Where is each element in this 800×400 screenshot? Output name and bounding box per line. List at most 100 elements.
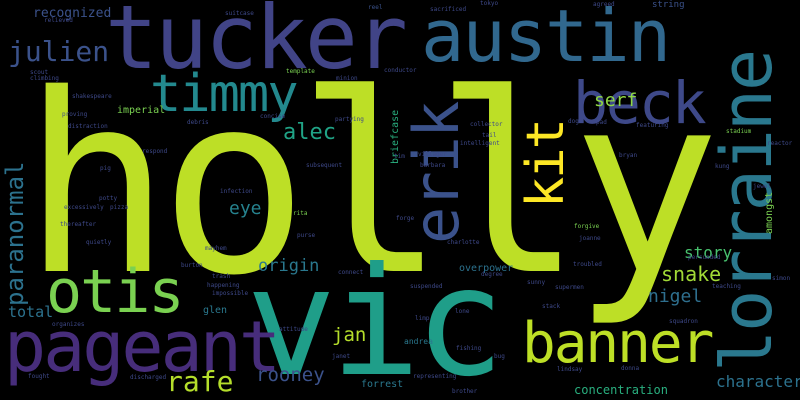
word-janet: janet [332, 353, 351, 360]
word-attitude: attitude [279, 326, 308, 333]
word-overpower: overpower [459, 263, 514, 274]
word-distraction: distraction [68, 123, 108, 130]
word-vic: vic [246, 236, 505, 400]
word-paranormal: paranormal [1, 161, 29, 307]
word-imperial: imperial [117, 105, 166, 116]
word-serf: serf [594, 90, 638, 111]
word-burton: burton [181, 262, 203, 269]
word-conductor: conductor [384, 67, 417, 74]
word-jan: jan [332, 324, 367, 346]
word-charlotte: charlotte [447, 239, 480, 246]
word-trash: trash [212, 273, 231, 280]
word-nigel: nigel [648, 286, 703, 307]
word-stack: stack [542, 303, 561, 310]
word-tucker: tucker [105, 0, 408, 89]
word-rafe: rafe [166, 365, 234, 398]
word-sacrificed: sacrificed [430, 6, 467, 13]
word-impossible: impossible [212, 290, 249, 297]
word-proving: proving [62, 111, 88, 118]
word-partying: partying [335, 116, 364, 123]
word-andrea: andrea [404, 337, 433, 346]
word-forgive: forgive [574, 223, 600, 230]
word-banner: banner [522, 311, 714, 376]
word-fishing: fishing [456, 345, 482, 352]
word-supermen: supermen [555, 284, 584, 291]
word-bryan: bryan [619, 152, 638, 159]
word-otis: otis [46, 257, 184, 327]
word-brother: brother [452, 388, 478, 395]
word-origin: origin [258, 256, 320, 276]
word-pad: pad [596, 119, 607, 126]
word-lone: lone [455, 308, 470, 315]
word-thereafter: thereafter [60, 221, 97, 228]
word-happening: happening [207, 282, 240, 289]
word-minion: minion [336, 75, 358, 82]
word-glen: glen [203, 305, 228, 316]
word-dog: dog [568, 118, 579, 125]
word-lindsay: lindsay [557, 366, 583, 373]
word-recognized: recognized [33, 6, 112, 21]
word-persuaded: persuaded [688, 254, 721, 261]
word-concise: concise [260, 113, 286, 120]
word-potty: potty [99, 195, 118, 202]
word-respond: respond [142, 148, 168, 155]
word-relieved: relieved [44, 17, 73, 24]
word-stadium: stadium [726, 128, 752, 135]
word-barbara: barbara [420, 162, 446, 169]
word-quietly: quietly [86, 239, 112, 246]
word-suitcase: suitcase [225, 10, 254, 17]
word-pizza: pizza [110, 204, 129, 211]
word-concentration: concentration [574, 383, 668, 397]
word-total: total [8, 303, 54, 321]
word-intelligent: intelligent [460, 140, 500, 147]
word-holly: holly [22, 42, 721, 330]
word-fought: fought [28, 373, 50, 380]
word-organizes: organizes [52, 321, 85, 328]
word-degree: degree [481, 271, 503, 278]
word-infection: infection [220, 188, 253, 195]
word-agreed: agreed [593, 1, 615, 8]
word-eye: eye [229, 198, 262, 219]
word-shakespeare: shakespeare [72, 93, 112, 100]
word-climbing: climbing [30, 75, 59, 82]
word-sunny: sunny [527, 279, 546, 286]
word-mayhem: mayhem [205, 245, 227, 252]
word-tokyo: tokyo [480, 0, 499, 7]
word-forge: forge [396, 215, 415, 222]
word-pageant: pageant [4, 306, 281, 388]
word-template: template [286, 68, 315, 75]
word-joanne: joanne [579, 235, 601, 242]
word-reactor: reactor [767, 140, 793, 147]
word-connect: connect [338, 269, 364, 276]
word-troubled: troubled [573, 261, 602, 268]
word-tail: tail [482, 132, 497, 139]
word-character: character [716, 372, 800, 391]
word-debris: debris [187, 119, 209, 126]
word-scout: scout [30, 69, 49, 76]
word-discharged: discharged [130, 374, 167, 381]
word-jewel: jewel [753, 183, 772, 190]
word-erik: erik [400, 102, 473, 244]
word-rooney: rooney [256, 364, 325, 386]
word-purse: purse [297, 232, 316, 239]
word-villager: villager [418, 151, 447, 158]
word-beck: beck [573, 69, 707, 137]
word-austin: austin [421, 0, 671, 78]
word-bug: bug [494, 353, 505, 360]
word-simon: simon [772, 275, 791, 282]
word-snake: snake [661, 262, 722, 286]
word-rita: rita [293, 210, 308, 217]
word-limp: limp [415, 315, 430, 322]
word-amongst: amongst [764, 191, 775, 234]
word-donna: donna [621, 365, 640, 372]
word-alec: alec [283, 120, 336, 145]
word-timmy: timmy [150, 64, 299, 124]
word-representing: representing [413, 373, 457, 380]
word-kit: kit [516, 120, 576, 208]
word-subsequent: subsequent [306, 162, 343, 169]
word-forrest: forrest [361, 379, 404, 390]
word-julien: julien [8, 35, 110, 68]
word-excessively: excessively [64, 204, 104, 211]
word-squadron: squadron [669, 318, 698, 325]
